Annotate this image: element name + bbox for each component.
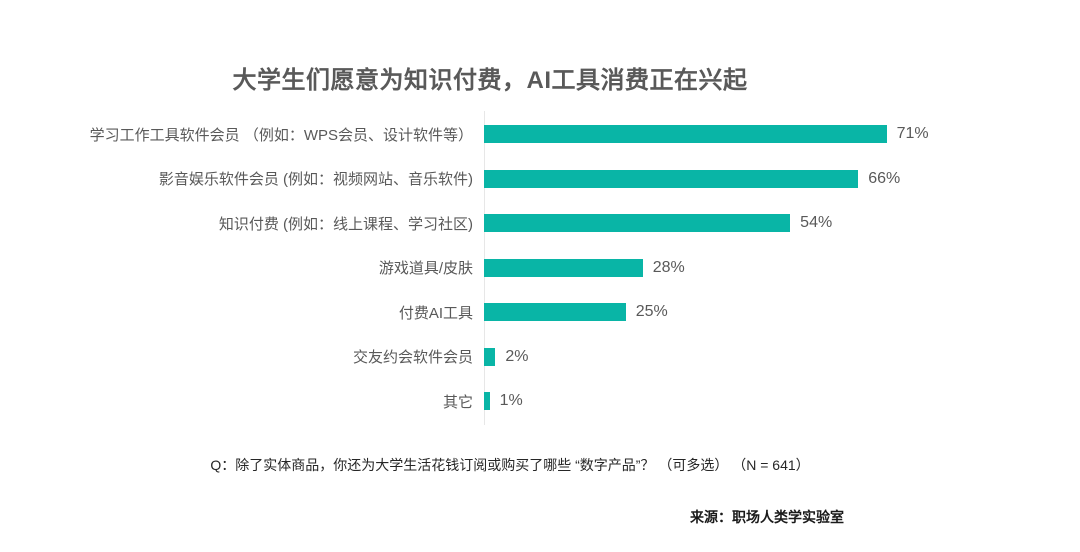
bar: [484, 303, 626, 322]
bar-row: 影音娱乐软件会员 (例如：视频网站、音乐软件) 66%: [0, 157, 1080, 202]
bar: [484, 169, 859, 188]
source-credit: 来源：职场人类学实验室: [690, 509, 844, 525]
bar-rows: 学习工作工具软件会员 （例如：WPS会员、设计软件等） 71% 影音娱乐软件会员 (…: [0, 112, 1080, 424]
bar-row: 知识付费 (例如：线上课程、学习社区) 54%: [0, 201, 1080, 246]
bar-area: 54%: [484, 214, 1080, 233]
value-label: 66%: [868, 169, 901, 187]
value-label: 1%: [499, 392, 523, 410]
bar: [484, 125, 887, 144]
bar-area: 71%: [484, 125, 1080, 144]
value-label: 28%: [652, 258, 685, 276]
category-label: 知识付费 (例如：线上课程、学习社区): [218, 215, 473, 233]
bar-row: 付费AI工具 25%: [0, 290, 1080, 335]
value-label: 25%: [635, 303, 668, 321]
bar-area: 25%: [484, 303, 1080, 322]
category-label: 其它: [442, 393, 473, 411]
bar-area: 66%: [484, 169, 1080, 188]
bar: [484, 392, 490, 411]
bar: [484, 214, 791, 233]
category-label: 付费AI工具: [398, 304, 473, 322]
bar-row: 交友约会软件会员 2%: [0, 335, 1080, 380]
category-label: 影音娱乐软件会员 (例如：视频网站、音乐软件): [158, 171, 473, 189]
category-label: 交友约会软件会员: [352, 349, 473, 367]
bar-row: 其它 1%: [0, 379, 1080, 424]
bar-area: 28%: [484, 258, 1080, 277]
bar-area: 2%: [484, 347, 1080, 366]
bar: [484, 347, 496, 366]
value-label: 54%: [800, 214, 833, 232]
value-label: 2%: [505, 347, 529, 365]
value-label: 71%: [896, 125, 929, 143]
bar-row: 游戏道具/皮肤 28%: [0, 246, 1080, 291]
category-label: 学习工作工具软件会员 （例如：WPS会员、设计软件等）: [89, 126, 473, 144]
survey-question: Q：除了实体商品，你还为大学生活花钱订阅或购买了哪些 “数字产品”？ （可多选）…: [210, 457, 810, 473]
bar-row: 学习工作工具软件会员 （例如：WPS会员、设计软件等） 71%: [0, 112, 1080, 157]
chart-title: 大学生们愿意为知识付费，AI工具消费正在兴起: [232, 67, 748, 94]
category-label: 游戏道具/皮肤: [378, 260, 473, 278]
bar: [484, 258, 643, 277]
bar-area: 1%: [484, 392, 1080, 411]
